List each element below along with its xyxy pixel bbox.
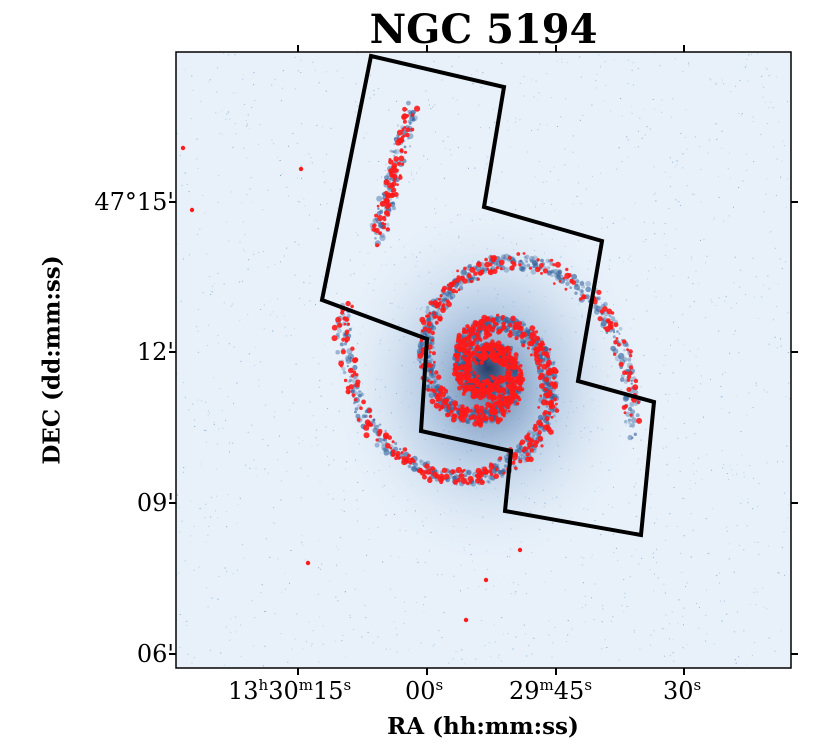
y-tick-label: 06' xyxy=(136,640,174,668)
footprint-outline xyxy=(319,53,657,538)
x-tick-label: 29m45s xyxy=(509,676,593,705)
y-tick-label: 09' xyxy=(136,489,174,517)
figure-title: NGC 5194 xyxy=(369,6,598,53)
x-axis-label: RA (hh:mm:ss) xyxy=(387,713,579,740)
y-tick-label: 47°15' xyxy=(94,188,174,216)
axis-ticks xyxy=(169,45,798,675)
x-tick-label: 13h30m15s xyxy=(228,676,352,705)
x-tick-label: 30s xyxy=(663,676,702,705)
axes-frame xyxy=(175,51,792,669)
y-tick-label: 12' xyxy=(136,338,174,366)
source-markers xyxy=(180,105,643,623)
x-tick-label: 00s xyxy=(405,676,444,705)
